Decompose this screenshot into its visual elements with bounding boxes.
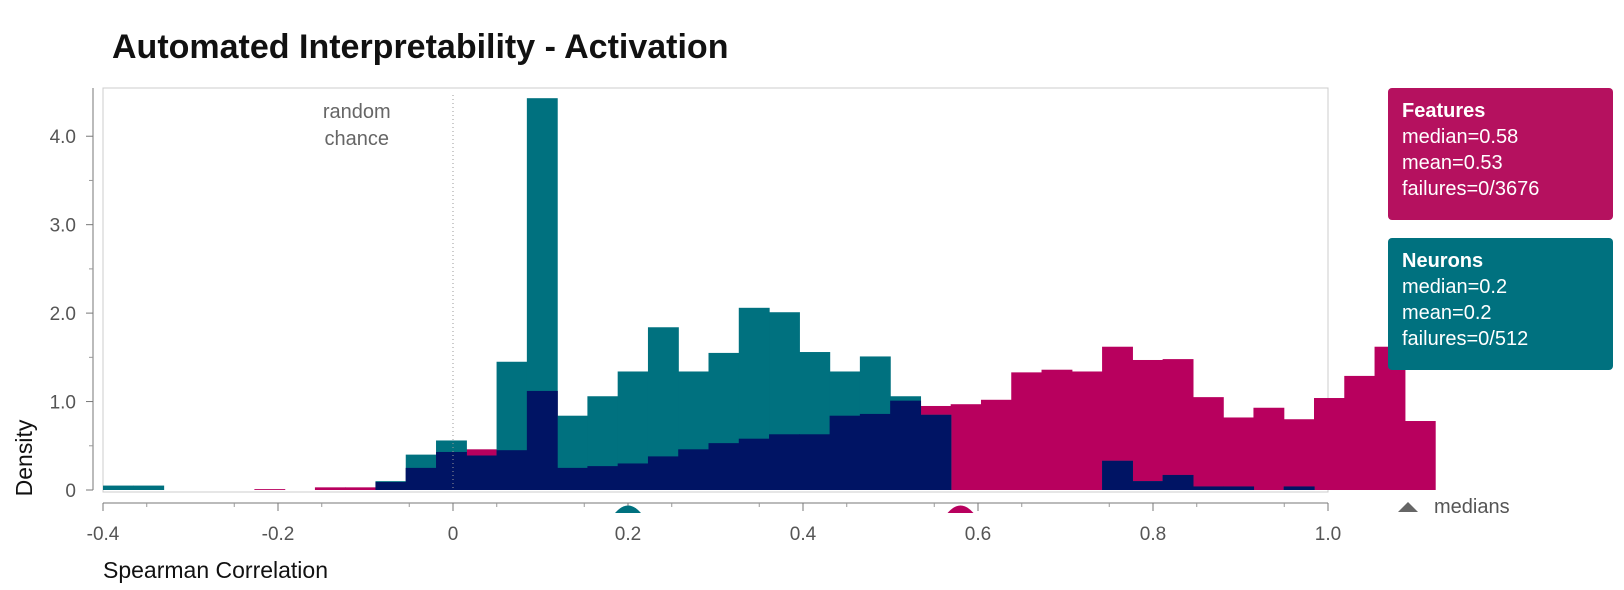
y-tick-label: 0	[65, 481, 76, 502]
features-median-marker	[947, 505, 974, 513]
features-bar	[1223, 417, 1255, 490]
overlap-bar	[1162, 474, 1194, 490]
random-chance-label-line1: random	[323, 101, 391, 123]
legend-features-failures: failures=0/3676	[1402, 178, 1540, 200]
y-axis: 0 1.0 2.0 3.0 4.0	[50, 88, 94, 502]
overlap-bar	[1223, 486, 1255, 490]
legend-features: Features median=0.58 mean=0.53 failures=…	[1388, 88, 1613, 220]
overlap-bar	[1102, 460, 1133, 490]
chart-title: Automated Interpretability - Activation	[112, 28, 728, 66]
legend-neurons-mean: mean=0.2	[1402, 302, 1492, 324]
legend-neurons-failures: failures=0/512	[1402, 328, 1529, 350]
overlap-bar	[738, 438, 770, 490]
features-bar	[1071, 371, 1103, 490]
overlap-bar	[859, 413, 891, 490]
neurons-bar	[133, 485, 165, 490]
median-legend-marker	[1398, 502, 1418, 512]
y-tick-label: 2.0	[50, 304, 76, 325]
x-tick-label: 0.2	[615, 524, 641, 545]
x-tick-label: -0.4	[87, 524, 120, 545]
overlap-bar	[1132, 481, 1164, 490]
features-bar	[1314, 398, 1345, 490]
overlap-bar	[920, 414, 952, 490]
overlap-bar	[890, 400, 922, 490]
features-bar	[1283, 419, 1315, 490]
overlap-bar	[647, 456, 679, 490]
legend-neurons-name: Neurons	[1402, 250, 1484, 272]
neurons-bar	[103, 485, 134, 490]
legend-features-name: Features	[1402, 100, 1486, 122]
overlap-bar	[1283, 486, 1315, 490]
y-tick-label: 3.0	[50, 216, 76, 237]
overlap-bar	[617, 463, 649, 490]
overlap-bar	[678, 449, 710, 490]
features-bar	[1041, 369, 1073, 490]
plot-frame	[102, 87, 1329, 493]
random-chance-label-line2: chance	[325, 128, 390, 150]
overlap-bar	[769, 434, 800, 490]
overlap-bars	[375, 390, 1315, 490]
x-tick-label: 0.6	[965, 524, 991, 545]
features-bar	[1253, 407, 1285, 490]
x-tick-label: 1.0	[1315, 524, 1341, 545]
features-bar	[1404, 421, 1436, 490]
features-bar	[1011, 372, 1043, 490]
y-tick-label: 1.0	[50, 393, 76, 414]
y-axis-label: Density	[11, 419, 37, 496]
overlap-bar	[405, 467, 437, 490]
features-bar	[345, 487, 377, 490]
features-bar	[950, 404, 982, 490]
features-bar	[254, 489, 286, 490]
overlap-bar	[375, 482, 407, 490]
overlap-bar	[557, 467, 588, 490]
median-legend-label: medians	[1434, 496, 1510, 518]
x-tick-label: 0.8	[1140, 524, 1166, 545]
features-bar	[980, 399, 1012, 490]
x-tick-label: 0.4	[790, 524, 817, 545]
features-bar	[1132, 359, 1164, 490]
features-bar	[1374, 346, 1406, 490]
x-tick-label: -0.2	[262, 524, 295, 545]
x-axis: -0.4 -0.2 0 0.2 0.4 0.6 0.8 1.0	[87, 502, 1341, 545]
legend-features-mean: mean=0.53	[1402, 152, 1503, 174]
x-tick-label: 0	[448, 524, 459, 545]
x-axis-label: Spearman Correlation	[103, 557, 328, 583]
overlap-bar	[708, 443, 740, 490]
overlap-bar	[829, 415, 861, 490]
legend-neurons: Neurons median=0.2 mean=0.2 failures=0/5…	[1388, 238, 1613, 370]
neurons-median-marker	[615, 505, 641, 513]
overlap-bar	[496, 450, 528, 490]
features-bar	[314, 487, 346, 490]
overlap-bar	[526, 390, 558, 490]
overlap-bar	[799, 434, 831, 490]
features-bar	[1344, 375, 1376, 490]
overlap-bar	[1192, 486, 1224, 490]
features-bar	[1162, 359, 1194, 490]
legend-neurons-median: median=0.2	[1402, 276, 1508, 298]
overlap-bar	[436, 451, 467, 490]
overlap-bar	[466, 455, 498, 490]
legend-features-median: median=0.58	[1402, 126, 1519, 148]
y-tick-label: 4.0	[50, 127, 76, 148]
overlap-bar	[587, 466, 619, 490]
median-markers	[615, 505, 974, 513]
features-bar	[1192, 397, 1224, 490]
